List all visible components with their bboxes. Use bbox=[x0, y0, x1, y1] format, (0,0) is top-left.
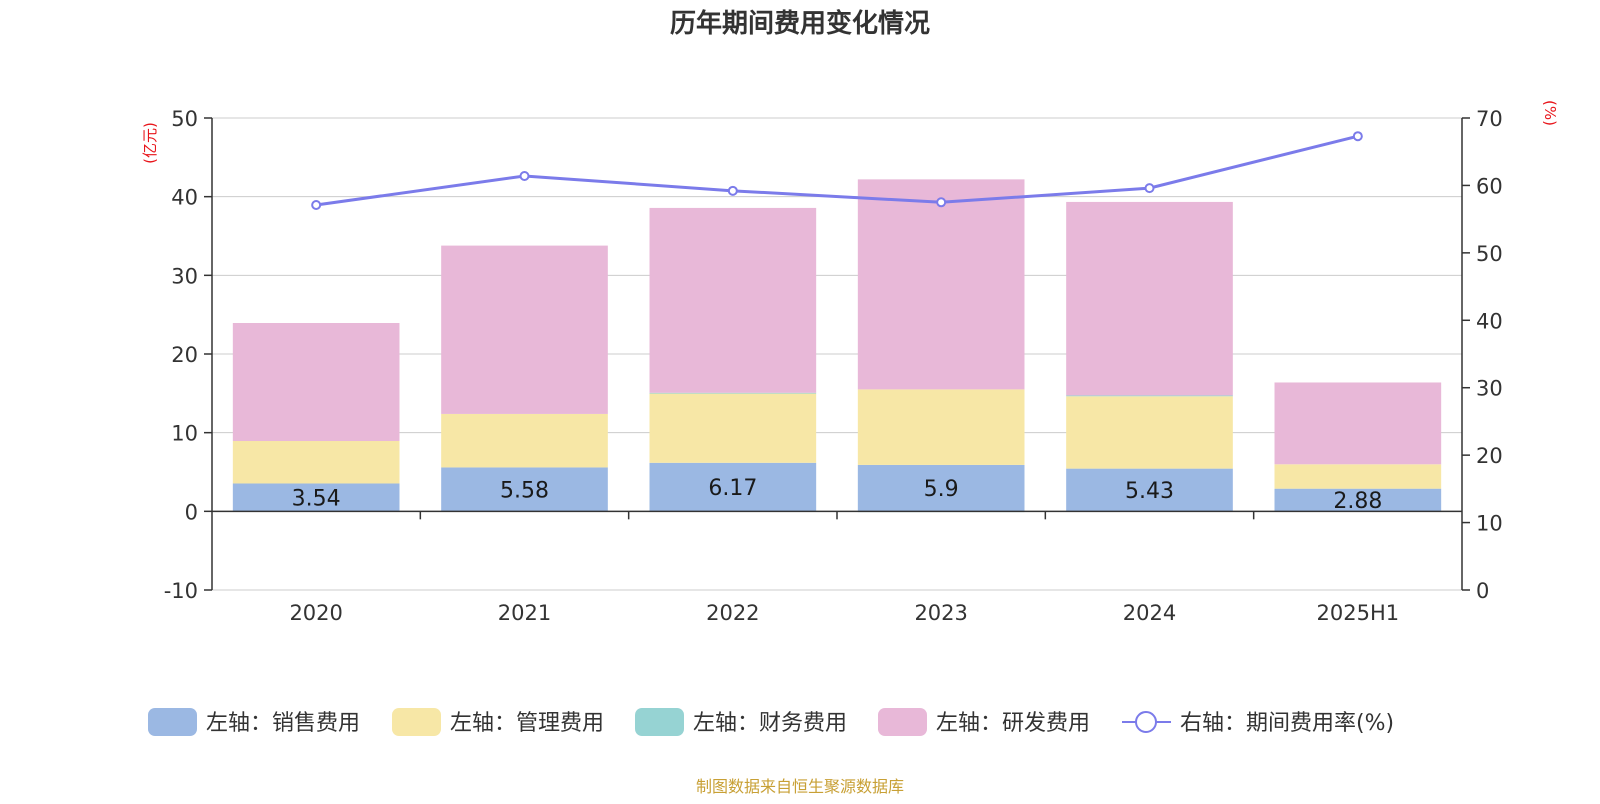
bar-segment bbox=[649, 393, 817, 463]
bar-segment bbox=[649, 462, 817, 512]
y-right-unit-label: (%) bbox=[1541, 100, 1559, 126]
y-left-tick-label: 0 bbox=[185, 500, 198, 524]
legend-swatch bbox=[635, 708, 684, 736]
y-right-tick-label: 0 bbox=[1476, 579, 1489, 603]
rate-point bbox=[1144, 183, 1155, 194]
y-right-tick-label: 20 bbox=[1476, 444, 1503, 468]
bar-segment bbox=[1066, 395, 1233, 397]
axes-layer: -10 0 10 20 30 40 50 0 10 20 30 40 50 60 70 2020 2021 202… bbox=[141, 100, 1559, 625]
bar-segment bbox=[1274, 488, 1442, 512]
bar-segment bbox=[441, 413, 608, 468]
y-right-tick-label: 60 bbox=[1476, 174, 1503, 198]
rate-line bbox=[315, 134, 1359, 207]
rate-point bbox=[519, 170, 530, 181]
y-left-unit-label: (亿元) bbox=[141, 122, 159, 164]
x-tick-label: 2022 bbox=[706, 601, 759, 625]
y-left-tick-label: 30 bbox=[171, 264, 198, 288]
y-left-tick-label: 40 bbox=[171, 186, 198, 210]
rate-point bbox=[311, 199, 322, 210]
legend-label: 左轴：管理费用 bbox=[450, 711, 604, 736]
y-right-tick-label: 10 bbox=[1476, 512, 1503, 536]
legend-swatch bbox=[148, 708, 197, 736]
x-tick-label: 2023 bbox=[914, 601, 967, 625]
legend: 左轴：销售费用 左轴：管理费用 左轴：财务费用 左轴：研发费用 右轴：期间费用率(%) bbox=[148, 708, 1394, 736]
bar-segment bbox=[232, 483, 400, 512]
y-left-tick-label: 20 bbox=[171, 343, 198, 367]
bars-layer bbox=[232, 179, 1442, 513]
bar-segment bbox=[1066, 396, 1233, 469]
legend-label: 左轴：销售费用 bbox=[206, 711, 360, 736]
y-left-tick-label: -10 bbox=[164, 579, 198, 603]
y-right-tick-label: 30 bbox=[1476, 377, 1503, 401]
bar-segment bbox=[857, 179, 1025, 390]
x-tick-label: 2021 bbox=[498, 601, 551, 625]
bar-value-label: 5.9 bbox=[924, 477, 959, 502]
labels-layer: 3.54 5.58 6.17 5.9 5.43 2.88 bbox=[292, 476, 1383, 514]
bar-value-label: 6.17 bbox=[708, 476, 757, 501]
legend-label: 左轴：财务费用 bbox=[693, 711, 847, 736]
y-right-tick-label: 40 bbox=[1476, 309, 1503, 333]
bar-segment bbox=[1066, 468, 1233, 512]
legend-swatch bbox=[878, 708, 927, 736]
bar-segment bbox=[857, 389, 1025, 465]
line-layer bbox=[311, 131, 1363, 210]
bar-value-label: 5.58 bbox=[500, 478, 549, 503]
legend-label: 左轴：研发费用 bbox=[936, 711, 1090, 736]
bar-segment bbox=[649, 392, 817, 394]
bar-segment bbox=[857, 464, 1025, 512]
rate-point bbox=[936, 197, 947, 208]
source-note: 制图数据来自恒生聚源数据库 bbox=[696, 777, 904, 796]
rate-point bbox=[727, 185, 738, 196]
bar-segment bbox=[232, 323, 400, 442]
legend-label: 右轴：期间费用率(%) bbox=[1180, 711, 1394, 736]
bar-segment bbox=[649, 207, 817, 393]
bar-segment bbox=[441, 467, 608, 512]
bar-segment bbox=[1274, 382, 1442, 465]
rate-point bbox=[1352, 131, 1363, 142]
legend-marker-swatch bbox=[1135, 711, 1157, 733]
bar-segment bbox=[1066, 201, 1233, 396]
y-right-tick-label: 70 bbox=[1476, 107, 1503, 131]
bar-value-label: 5.43 bbox=[1125, 479, 1174, 504]
x-tick-label: 2024 bbox=[1123, 601, 1176, 625]
legend-swatch bbox=[392, 708, 441, 736]
x-tick-label: 2020 bbox=[289, 601, 342, 625]
bar-value-label: 3.54 bbox=[292, 486, 341, 511]
y-left-tick-label: 50 bbox=[171, 107, 198, 131]
bar-value-label: 2.88 bbox=[1333, 489, 1382, 514]
bar-segment bbox=[1274, 464, 1442, 489]
bar-segment bbox=[232, 441, 400, 484]
y-right-tick-label: 50 bbox=[1476, 242, 1503, 266]
y-left-tick-label: 10 bbox=[171, 422, 198, 446]
bar-segment bbox=[441, 245, 608, 414]
chart-title: 历年期间费用变化情况 bbox=[670, 8, 930, 39]
x-tick-label: 2025H1 bbox=[1317, 601, 1400, 625]
